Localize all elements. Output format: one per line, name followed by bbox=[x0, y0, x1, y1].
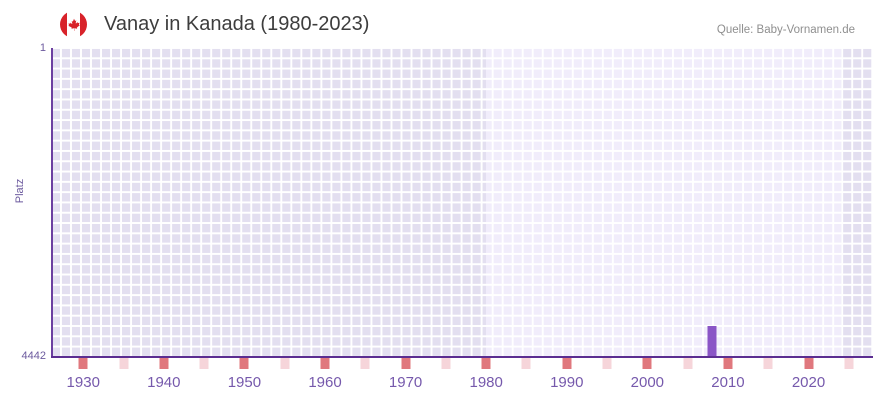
x-axis-tick-marker bbox=[401, 358, 411, 369]
chart-data-range-highlight bbox=[486, 48, 841, 357]
x-axis-tick-marker bbox=[280, 358, 290, 369]
x-axis-tick-marker bbox=[521, 358, 531, 369]
x-axis-tick-marker bbox=[642, 358, 652, 369]
y-axis-title: Platz bbox=[14, 178, 26, 204]
x-axis-tick-label: 1960 bbox=[308, 374, 342, 391]
page-title: Vanay in Kanada (1980-2023) bbox=[104, 13, 370, 35]
x-axis-tick-marker bbox=[481, 358, 491, 369]
x-axis-tick-marker bbox=[763, 358, 773, 369]
y-axis-tick-bottom: 4442 bbox=[21, 350, 46, 362]
x-axis-tick-marker bbox=[159, 358, 169, 369]
x-axis-tick-marker bbox=[562, 358, 572, 369]
x-axis-tick-label: 1950 bbox=[227, 374, 262, 391]
maple-leaf-icon bbox=[67, 15, 81, 34]
x-axis-tick-marker bbox=[441, 358, 451, 369]
x-axis-tick-marker bbox=[78, 358, 88, 369]
x-axis-tick-marker bbox=[844, 358, 854, 369]
x-axis-tick-marker bbox=[320, 358, 330, 369]
chart-bar[interactable] bbox=[707, 326, 717, 357]
x-axis-tick-label: 2010 bbox=[711, 374, 745, 391]
x-axis-tick-label: 1990 bbox=[550, 374, 584, 391]
x-axis-tick-label: 1940 bbox=[147, 374, 181, 391]
x-axis-tick-label: 1980 bbox=[469, 374, 503, 391]
y-axis-line bbox=[51, 48, 53, 358]
flag-band-right bbox=[80, 11, 87, 38]
x-axis-tick-label: 1970 bbox=[388, 374, 423, 391]
flag-band-left bbox=[60, 11, 67, 38]
x-axis-tick-marker bbox=[683, 358, 693, 369]
x-axis-tick-label: 1930 bbox=[66, 374, 100, 391]
chart-plot-area bbox=[51, 48, 873, 357]
source-label: Quelle: Baby-Vornamen.de bbox=[716, 24, 855, 36]
x-axis-tick-marker bbox=[723, 358, 733, 369]
x-axis-tick-marker bbox=[199, 358, 209, 369]
canada-flag-icon bbox=[60, 11, 87, 38]
y-axis-tick-top: 1 bbox=[39, 42, 46, 54]
x-axis-line bbox=[51, 356, 873, 358]
x-axis-tick-label: 2020 bbox=[791, 374, 826, 391]
x-axis-tick-marker bbox=[804, 358, 814, 369]
x-axis-tick-marker bbox=[119, 358, 129, 369]
chart-header: Vanay in Kanada (1980-2023) Quelle: Baby… bbox=[0, 0, 873, 48]
x-axis-tick-marker bbox=[239, 358, 249, 369]
x-axis-tick-label: 2000 bbox=[630, 374, 665, 391]
x-axis-tick-marker bbox=[602, 358, 612, 369]
x-axis-tick-marker bbox=[360, 358, 370, 369]
